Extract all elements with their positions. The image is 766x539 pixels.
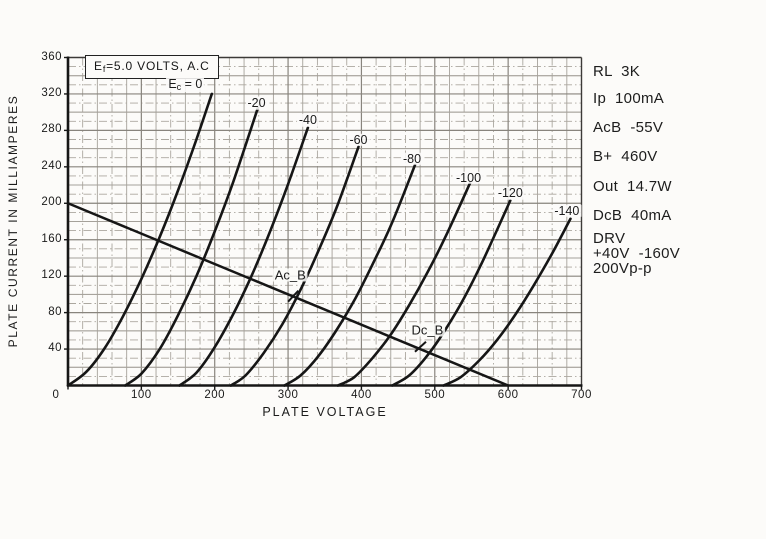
- x-tick-label: 0: [52, 389, 60, 401]
- y-tick-label: 320: [41, 86, 62, 99]
- curve-ecminus--140: [442, 217, 572, 387]
- spec-line: +40V -160V: [593, 245, 681, 262]
- filament-condition-label: Ef=5.0 VOLTS, A.C: [85, 55, 219, 79]
- spec-line: B+ 460V: [593, 148, 658, 165]
- x-tick-label: 500: [424, 389, 446, 401]
- curve-label--120: -120: [495, 186, 525, 200]
- x-tick-label: 600: [497, 389, 519, 401]
- curve-label-subscript: c: [176, 81, 182, 92]
- curve-label--40: -40: [296, 113, 319, 128]
- load-line: [67, 202, 509, 387]
- curve-ecminus-0: [66, 92, 214, 387]
- y-axis-title: PLATE CURRENT IN MILLIAMPERES: [6, 94, 20, 348]
- y-tick-label: 200: [41, 196, 62, 209]
- spec-line: DcB 40mA: [593, 207, 672, 224]
- curve-label--100: -100: [454, 170, 484, 185]
- x-axis-title: PLATE VOLTAGE: [262, 405, 388, 419]
- y-tick-label: 40: [48, 342, 62, 355]
- x-tick-label: 200: [204, 389, 226, 401]
- curve-ecminus--20: [123, 106, 260, 387]
- y-tick-label: 280: [41, 123, 62, 136]
- curve-label--60: -60: [347, 132, 370, 147]
- curve-label--80: -80: [400, 151, 424, 166]
- spec-line: 200Vp-p: [593, 260, 652, 277]
- curve-ecminus--40: [178, 126, 310, 387]
- condition-base: E: [94, 59, 103, 73]
- y-tick-label: 120: [41, 269, 62, 282]
- y-tick-label: 160: [41, 232, 62, 245]
- x-tick-label: 700: [571, 389, 592, 401]
- spec-line: DRV: [593, 230, 626, 247]
- curve-ecminus--120: [390, 199, 512, 387]
- condition-text: =5.0 VOLTS, A.C: [106, 59, 210, 73]
- dc-bias-point-tick: [414, 341, 427, 353]
- spec-line: AcB -55V: [593, 119, 664, 136]
- curve-label-base: E: [168, 76, 177, 91]
- y-tick-label: 80: [48, 305, 62, 318]
- ac-bias-point-label: Ac_B: [272, 267, 308, 283]
- curve-ecminus--80: [283, 163, 417, 387]
- x-tick-label: 400: [351, 389, 372, 401]
- condition-subscript: f: [102, 64, 107, 74]
- spec-line: Ip 100mA: [593, 90, 665, 107]
- curve-label--140: -140: [552, 203, 582, 218]
- curve-label--20: -20: [245, 95, 268, 110]
- curve-ecminus--100: [336, 181, 472, 387]
- dc-bias-point-label: Dc_B: [409, 322, 446, 338]
- spec-line: RL 3K: [593, 63, 641, 80]
- x-tick-label: 100: [131, 389, 152, 401]
- y-tick-label: 240: [41, 159, 62, 172]
- curve-label-ec-0: Ec = 0: [166, 76, 205, 92]
- ac-bias-point-tick: [287, 290, 300, 303]
- y-tick-label: 360: [41, 50, 62, 63]
- x-tick-label: 300: [277, 389, 299, 401]
- curve-label-text: = 0: [181, 76, 203, 91]
- curve-ecminus--60: [229, 145, 360, 387]
- spec-line: Out 14.7W: [593, 178, 672, 195]
